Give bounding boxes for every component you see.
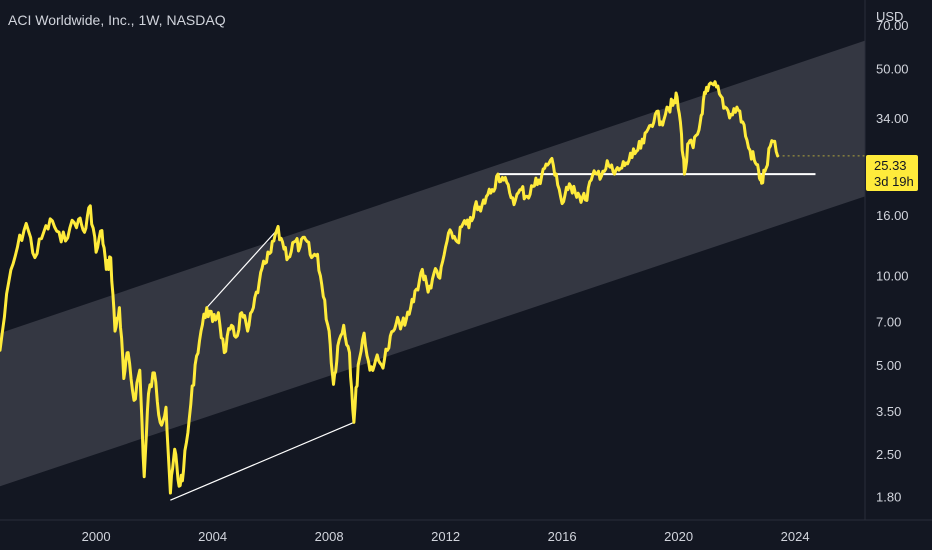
x-tick-label: 2008 (315, 529, 344, 544)
trendline-1 (170, 421, 355, 501)
parallel-channel (0, 40, 865, 487)
time-axis[interactable]: 2000 2004 2008 2012 2016 2020 2024 (82, 529, 810, 544)
x-tick-label: 2024 (781, 529, 810, 544)
symbol-title: ACI Worldwide, Inc., 1W, NASDAQ (8, 12, 226, 28)
x-tick-label: 2020 (664, 529, 693, 544)
last-price-tag: 25.33 3d 19h (866, 155, 918, 191)
x-tick-label: 2016 (548, 529, 577, 544)
x-tick-label: 2004 (198, 529, 227, 544)
x-tick-label: 2012 (431, 529, 460, 544)
bar-countdown: 3d 19h (874, 174, 914, 189)
y-tick-label: 34.00 (876, 111, 909, 126)
y-tick-label: 10.00 (876, 269, 909, 284)
y-tick-label: 3.50 (876, 404, 901, 419)
y-tick-label: 16.00 (876, 208, 909, 223)
y-tick-label: 5.00 (876, 358, 901, 373)
x-tick-label: 2000 (82, 529, 111, 544)
last-price-value: 25.33 (874, 158, 907, 173)
price-axis[interactable]: 70.00 50.00 34.00 16.00 10.00 7.00 5.00 3.50 2.5… (876, 18, 909, 505)
y-tick-label: 7.00 (876, 315, 901, 330)
price-series (0, 80, 865, 495)
trendline-2 (206, 230, 278, 309)
y-tick-label: 1.80 (876, 490, 901, 505)
series-line-0 (0, 80, 780, 495)
currency-label: USD (876, 9, 903, 24)
channel-band (0, 40, 865, 487)
y-tick-label: 2.50 (876, 447, 901, 462)
y-tick-label: 50.00 (876, 61, 909, 76)
y-tick-label: 70.00 (876, 18, 909, 33)
price-tag-background (866, 155, 918, 191)
